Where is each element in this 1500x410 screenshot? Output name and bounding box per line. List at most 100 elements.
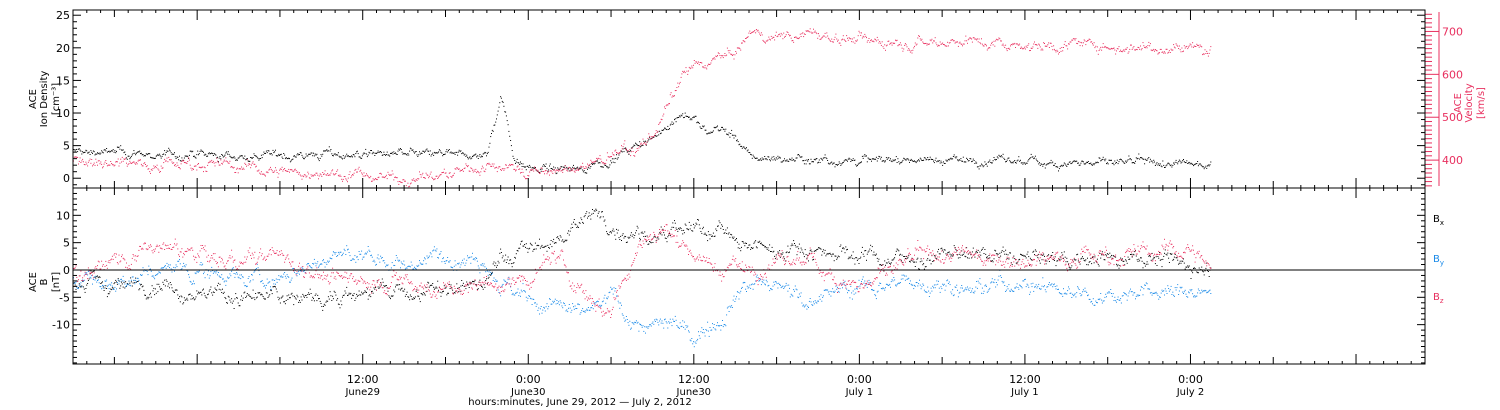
data-point xyxy=(1046,45,1048,47)
data-point xyxy=(427,281,429,283)
data-point xyxy=(244,162,246,164)
data-point xyxy=(102,167,103,169)
data-point xyxy=(281,276,283,278)
data-point xyxy=(245,164,247,165)
data-point xyxy=(318,265,320,267)
data-point xyxy=(1175,43,1177,45)
data-point xyxy=(523,245,525,247)
data-point xyxy=(878,258,880,260)
data-point xyxy=(148,153,150,154)
data-point xyxy=(164,150,166,152)
data-point xyxy=(1035,250,1037,252)
data-point xyxy=(323,173,324,175)
data-point xyxy=(775,157,777,159)
data-point xyxy=(732,299,734,301)
data-point xyxy=(1000,156,1002,158)
data-point xyxy=(932,159,934,160)
data-point xyxy=(376,178,377,180)
data-point xyxy=(376,152,377,154)
data-point xyxy=(1087,40,1088,42)
data-point xyxy=(304,156,306,158)
data-point xyxy=(1058,53,1059,55)
data-point xyxy=(640,142,642,144)
data-point xyxy=(330,149,332,150)
data-point xyxy=(341,304,343,306)
data-point xyxy=(167,265,169,267)
data-point xyxy=(1207,164,1209,166)
data-point xyxy=(236,159,238,161)
data-point xyxy=(933,40,935,42)
data-point xyxy=(742,40,744,42)
data-point xyxy=(381,154,383,156)
data-point xyxy=(518,295,520,297)
data-point xyxy=(500,97,502,99)
data-point xyxy=(200,262,202,263)
data-point xyxy=(607,156,609,158)
data-point xyxy=(170,268,172,270)
data-point xyxy=(1134,251,1136,253)
data-point xyxy=(231,166,233,168)
data-point xyxy=(205,296,207,298)
data-point xyxy=(436,152,438,154)
data-point xyxy=(890,160,892,162)
data-point xyxy=(1141,48,1143,50)
data-point xyxy=(115,290,117,292)
data-point xyxy=(739,48,741,50)
data-point xyxy=(547,244,549,246)
data-point xyxy=(615,157,617,159)
data-point xyxy=(555,173,557,175)
data-point xyxy=(1138,153,1140,155)
data-point xyxy=(782,160,784,162)
data-point xyxy=(597,215,598,217)
data-point xyxy=(870,244,872,246)
data-point xyxy=(174,164,176,165)
data-point xyxy=(1002,246,1004,248)
data-point xyxy=(226,280,228,282)
data-point xyxy=(1111,47,1112,49)
data-point xyxy=(1125,161,1127,163)
data-point xyxy=(552,169,554,170)
data-point xyxy=(341,255,343,257)
data-point xyxy=(635,152,636,154)
data-point xyxy=(339,307,341,309)
data-point xyxy=(253,163,255,165)
data-point xyxy=(295,298,297,300)
data-point xyxy=(168,264,170,266)
data-point xyxy=(700,62,702,63)
data-point xyxy=(354,300,356,301)
data-point xyxy=(717,129,719,131)
data-point xyxy=(597,157,599,159)
data-point xyxy=(282,295,284,297)
data-point xyxy=(1129,158,1131,160)
data-point xyxy=(967,39,969,41)
data-point xyxy=(433,178,435,180)
data-point xyxy=(1204,270,1206,272)
data-point xyxy=(850,256,852,258)
data-point xyxy=(382,154,384,156)
data-point xyxy=(403,179,405,181)
data-point xyxy=(720,57,722,59)
data-point xyxy=(1063,251,1065,253)
data-point xyxy=(945,159,947,161)
data-point xyxy=(797,37,799,39)
data-point xyxy=(868,250,870,252)
data-point xyxy=(179,168,181,170)
data-point xyxy=(702,228,704,230)
data-point xyxy=(1166,164,1168,166)
data-point xyxy=(718,53,720,55)
data-point xyxy=(1128,259,1130,260)
data-point xyxy=(533,170,535,172)
data-point xyxy=(1088,38,1090,40)
data-point xyxy=(1039,164,1041,166)
data-point xyxy=(750,33,752,34)
data-point xyxy=(242,167,244,169)
data-point xyxy=(973,160,975,161)
data-point xyxy=(953,154,955,156)
data-point xyxy=(706,330,708,332)
data-point xyxy=(246,295,247,297)
data-point xyxy=(770,288,771,290)
data-point xyxy=(760,278,761,280)
data-point xyxy=(338,175,340,177)
data-point xyxy=(1124,50,1126,52)
data-point xyxy=(328,298,330,300)
